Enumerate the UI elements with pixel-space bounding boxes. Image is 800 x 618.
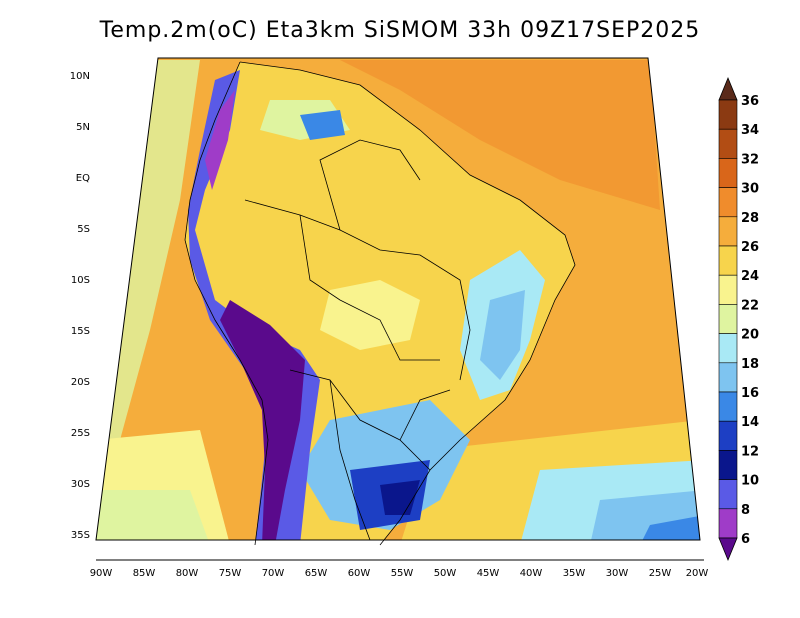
colorbar-label: 6 <box>741 532 750 547</box>
colorbar-label: 20 <box>741 328 759 343</box>
lon-label-30w: 30W <box>606 568 629 579</box>
colorbar-label: 14 <box>741 415 759 430</box>
colorbar-label: 12 <box>741 444 759 459</box>
colorbar-segment <box>718 158 738 188</box>
lat-label-10n: 10N <box>70 71 90 82</box>
latitude-axis: 10N 5N EQ 5S 10S 15S 20S 25S 30S 35S <box>70 71 90 541</box>
colorbar-label: 18 <box>741 357 759 372</box>
colorbar-segment <box>718 187 738 218</box>
lon-label-45w: 45W <box>477 568 500 579</box>
lon-label-75w: 75W <box>219 568 242 579</box>
lon-label-65w: 65W <box>305 568 328 579</box>
colorbar-label: 34 <box>741 123 759 138</box>
lon-label-60w: 60W <box>348 568 371 579</box>
lat-label-25s: 25S <box>71 428 90 439</box>
lon-label-25w: 25W <box>649 568 672 579</box>
colorbar-segment <box>718 245 738 276</box>
lon-label-90w: 90W <box>90 568 113 579</box>
colorbar-segment <box>718 304 738 334</box>
lon-label-35w: 35W <box>563 568 586 579</box>
colorbar-label: 32 <box>741 152 759 167</box>
lat-label-eq: EQ <box>76 173 90 184</box>
colorbar-label: 28 <box>741 211 759 226</box>
lon-label-20w: 20W <box>686 568 709 579</box>
colorbar-label: 22 <box>741 298 759 313</box>
colorbar-segment <box>718 479 738 510</box>
lon-label-85w: 85W <box>133 568 156 579</box>
temperature-field <box>96 58 700 540</box>
colorbar-segment <box>718 216 738 247</box>
colorbar-label: 36 <box>741 94 759 109</box>
lat-label-35s: 35S <box>71 530 90 541</box>
lon-label-50w: 50W <box>434 568 457 579</box>
map-title: Temp.2m(oC) Eta3km SiSMOM 33h 09Z17SEP20… <box>99 18 701 43</box>
colorbar-top-arrow <box>718 76 738 101</box>
lat-label-5n: 5N <box>76 122 90 133</box>
lat-label-15s: 15S <box>71 326 90 337</box>
colorbar-segment <box>718 128 738 159</box>
colorbar-label: 16 <box>741 386 759 401</box>
lat-label-20s: 20S <box>71 377 90 388</box>
colorbar-segment <box>718 508 738 539</box>
colorbar-label: 24 <box>741 269 759 284</box>
colorbar: 36 34 32 30 28 26 24 22 20 18 16 14 12 10 8 6 <box>718 76 759 562</box>
colorbar-segment <box>718 391 738 422</box>
country-borders <box>184 61 576 546</box>
colorbar-bottom-arrow <box>718 537 738 562</box>
longitude-axis: 90W 85W 80W 75W 70W 65W 60W 55W 50W 45W … <box>90 559 709 579</box>
colorbar-segment <box>718 333 738 364</box>
colorbar-label: 8 <box>741 503 750 518</box>
colorbar-segment <box>718 420 738 451</box>
lat-label-10s: 10S <box>71 275 90 286</box>
colorbar-label: 26 <box>741 240 759 255</box>
lat-label-5s: 5S <box>77 224 90 235</box>
lon-label-80w: 80W <box>176 568 199 579</box>
lon-label-40w: 40W <box>520 568 543 579</box>
colorbar-segment <box>718 362 738 393</box>
lon-label-70w: 70W <box>262 568 285 579</box>
colorbar-segment <box>718 99 738 130</box>
colorbar-label: 30 <box>741 182 759 197</box>
lat-label-30s: 30S <box>71 479 90 490</box>
lon-label-55w: 55W <box>391 568 414 579</box>
colorbar-segment <box>718 274 738 305</box>
colorbar-segment <box>718 450 738 480</box>
colorbar-label: 10 <box>741 474 759 489</box>
